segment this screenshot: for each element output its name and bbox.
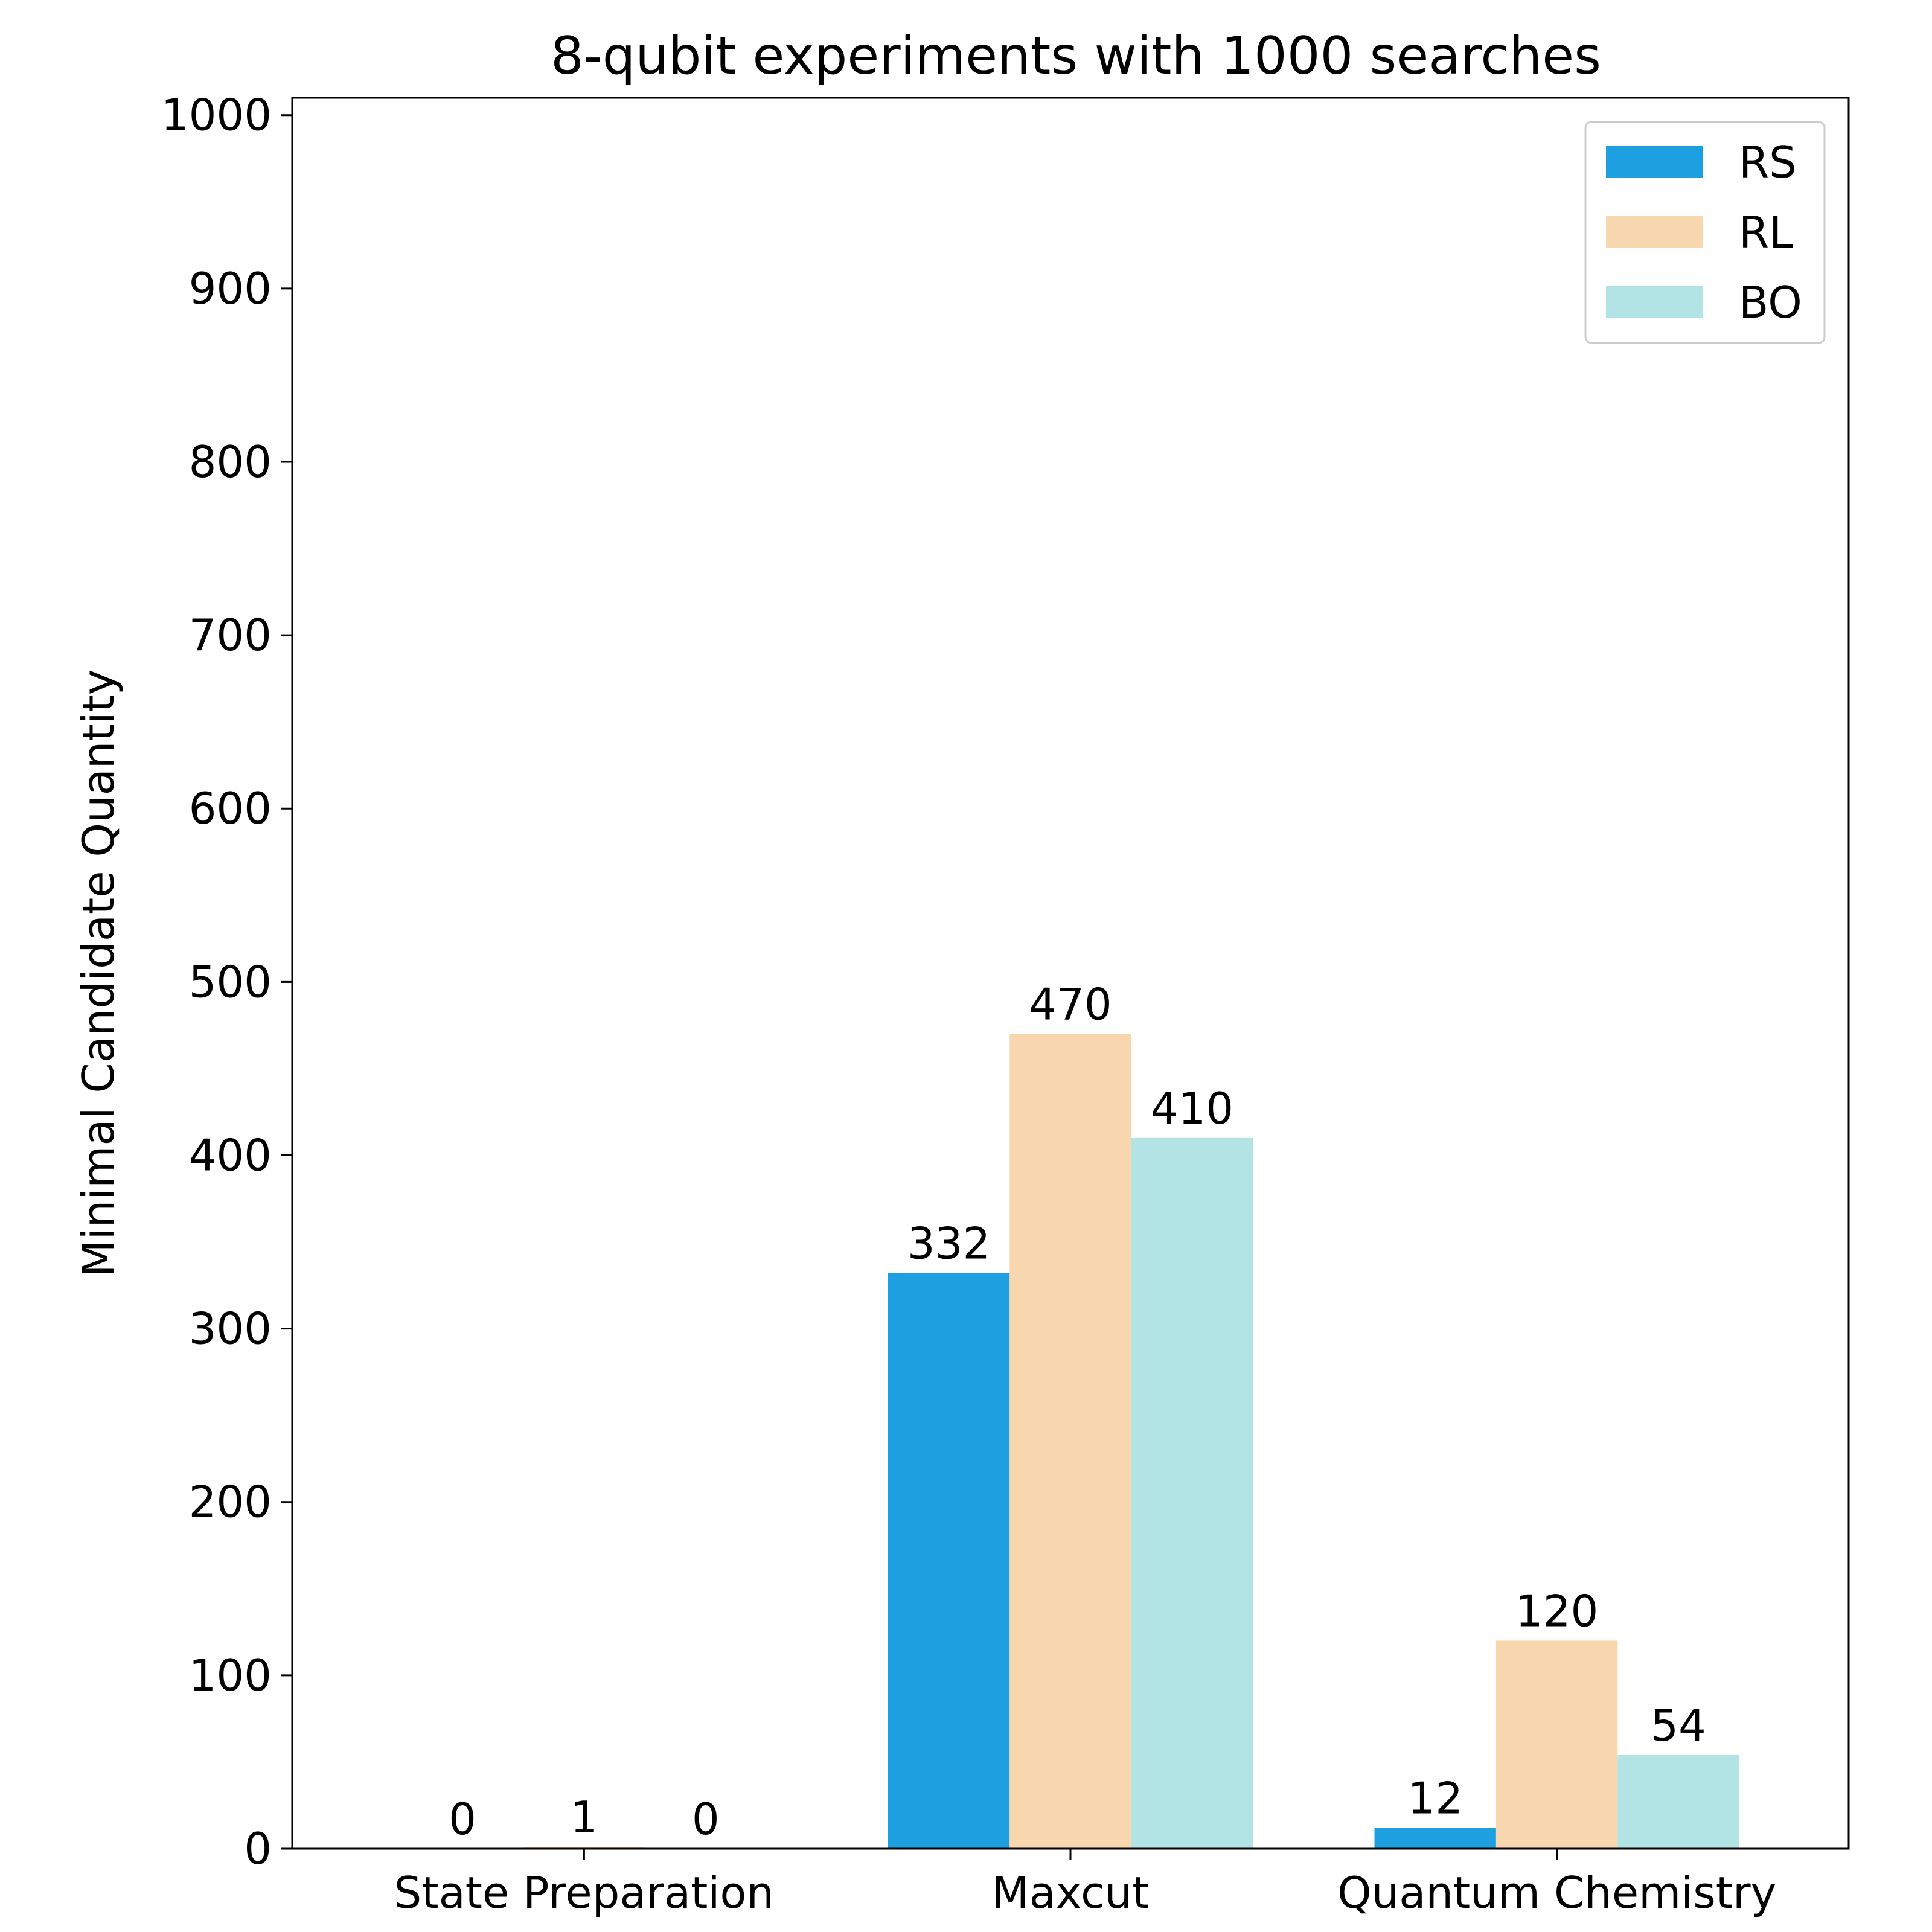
plot-area-frame: [291, 97, 1850, 1850]
legend-swatch-RS: [1606, 146, 1703, 178]
bar-value-label-BO-1: 410: [1151, 1083, 1233, 1134]
x-tick-label: Maxcut: [991, 1867, 1149, 1918]
y-tick-label: 1000: [161, 90, 272, 141]
chart-title: 8-qubit experiments with 1000 searches: [551, 26, 1601, 86]
x-axis-ticks: State Preparation Maxcut Quantum Chemistry: [394, 1849, 1776, 1918]
bar-labels-group: 0 332 12 1 470 120 0 410 54: [449, 979, 1706, 1844]
bar-RL-2: [1495, 1640, 1618, 1849]
legend: RS RL BO: [1584, 121, 1826, 344]
legend-swatch-BO: [1606, 286, 1703, 318]
bar-BO-2: [1617, 1754, 1739, 1849]
y-tick-label: 600: [189, 783, 272, 834]
y-tick-label: 500: [189, 956, 272, 1007]
bar-value-label-RS-1: 332: [907, 1218, 990, 1269]
y-tick-label: 800: [189, 437, 272, 487]
bar-value-label-RL-2: 120: [1515, 1585, 1598, 1636]
bar-BO-1: [1131, 1137, 1253, 1849]
bars-group: [523, 1034, 1739, 1849]
y-axis-ticks: 0 100 200 300 400 500 600 700 800 900 1000: [161, 90, 292, 1874]
bar-value-label-RS-2: 12: [1407, 1773, 1463, 1824]
y-tick-label: 400: [189, 1130, 272, 1180]
legend-swatch-RL: [1606, 216, 1703, 248]
y-tick-label: 300: [189, 1303, 272, 1354]
bar-RS-1: [888, 1273, 1010, 1849]
y-tick-label: 0: [244, 1823, 272, 1874]
x-tick-label: State Preparation: [394, 1867, 774, 1918]
bar-RL-1: [1009, 1034, 1131, 1849]
bar-RS-2: [1374, 1828, 1496, 1849]
bar-value-label-BO-0: 0: [692, 1794, 720, 1844]
legend-label-RL: RL: [1739, 207, 1793, 258]
bar-value-label-RL-0: 1: [570, 1792, 598, 1843]
legend-label-RS: RS: [1739, 137, 1797, 188]
y-tick-label: 100: [189, 1650, 272, 1701]
y-tick-label: 700: [189, 610, 272, 661]
bar-value-label-RL-1: 470: [1029, 979, 1112, 1029]
y-tick-label: 200: [189, 1477, 272, 1527]
y-tick-label: 900: [189, 263, 272, 314]
bar-value-label-RS-0: 0: [449, 1794, 476, 1844]
x-tick-label: Quantum Chemistry: [1337, 1867, 1776, 1918]
bar-value-label-BO-2: 54: [1651, 1700, 1706, 1751]
y-axis-label: Minimal Candidate Quantity: [73, 669, 124, 1277]
legend-label-BO: BO: [1739, 277, 1802, 328]
